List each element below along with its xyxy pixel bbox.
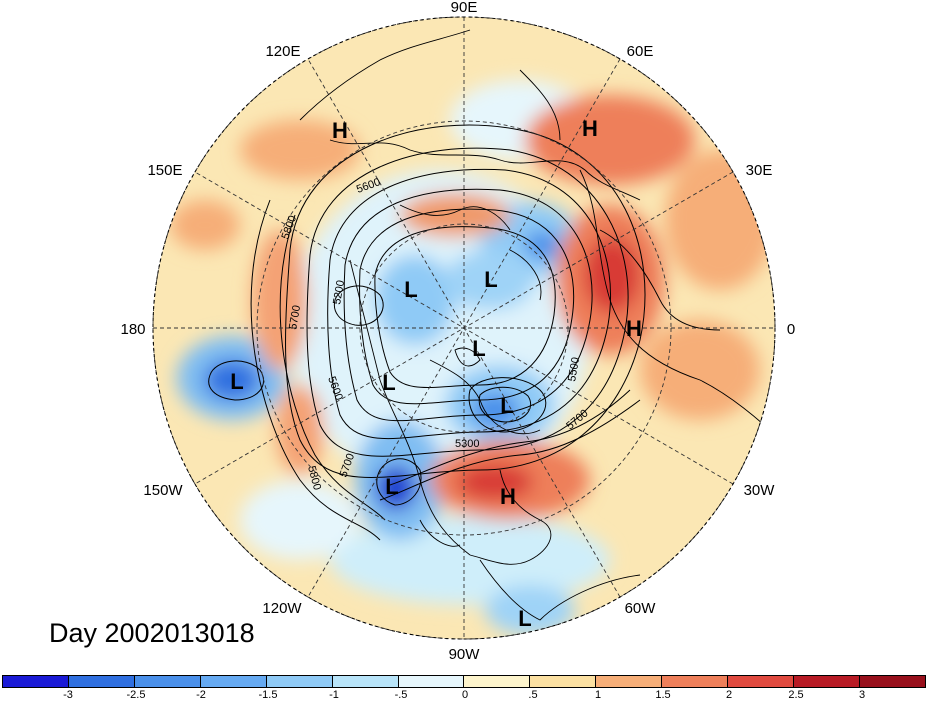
colorbar-box: [3, 676, 69, 687]
low-center-marker: L: [230, 369, 243, 394]
colorbar-tick-label: 2.5: [788, 689, 804, 701]
lon-label: 150W: [143, 482, 183, 499]
height-contours: [208, 124, 646, 541]
high-center-marker: H: [582, 116, 598, 141]
lon-label: 90W: [449, 646, 481, 663]
colorbar-ticks: -3 -2.5 -2 -1.5 -1 -.5 0 .5 1 1.5 2 2.5 …: [0, 689, 928, 702]
colorbar-tick-label: -2: [196, 689, 206, 701]
colorbar-tick-label: 1.5: [655, 689, 671, 701]
lon-label: 180: [120, 321, 145, 338]
colorbar-tick-label: .5: [528, 689, 538, 701]
colorbar-tick-label: 0: [461, 689, 469, 701]
colorbar-box: [794, 676, 860, 687]
colorbar-boxes: [2, 675, 926, 688]
colorbar-box: [266, 676, 333, 687]
colorbar-box: [728, 676, 795, 687]
lon-label: 60W: [625, 600, 657, 617]
low-center-marker: L: [385, 474, 398, 499]
day-title: Day 2002013018: [49, 618, 255, 648]
high-center-marker: H: [332, 118, 348, 143]
colorbar: -3 -2.5 -2 -1.5 -1 -.5 0 .5 1 1.5 2 2.5 …: [0, 675, 928, 702]
lon-label: 30E: [746, 162, 773, 179]
colorbar-tick-label: -1: [329, 689, 339, 701]
colorbar-box: [530, 676, 597, 687]
colorbar-box: [68, 676, 135, 687]
longitude-labels: 90E 60E 30E 0 30W 60W 90W 120W 150W 180 …: [120, 0, 795, 663]
low-center-marker: L: [382, 370, 395, 395]
low-center-marker: L: [500, 393, 513, 418]
colorbar-box: [134, 676, 201, 687]
lon-label: 90E: [451, 0, 478, 16]
contour-label: 5200: [331, 279, 347, 305]
lon-label: 60E: [627, 43, 654, 60]
contour-label: 5500: [566, 356, 582, 382]
colorbar-box: [859, 676, 925, 687]
colorbar-box: [398, 676, 465, 687]
low-center-marker: L: [404, 277, 417, 302]
colorbar-tick-label: -2.5: [126, 689, 146, 701]
colorbar-tick-label: -.5: [394, 689, 408, 701]
contour-label: 5300: [455, 438, 479, 450]
lon-label: 30W: [744, 482, 776, 499]
lon-label: 0: [787, 321, 795, 338]
high-center-marker: H: [626, 316, 642, 341]
pressure-centers: H H H H L L L L L L L L: [230, 116, 642, 631]
colorbar-tick-label: -1.5: [258, 689, 278, 701]
colorbar-box: [200, 676, 267, 687]
colorbar-box: [596, 676, 663, 687]
low-center-marker: L: [484, 267, 497, 292]
high-center-marker: H: [500, 484, 516, 509]
colorbar-tick-label: 2: [725, 689, 733, 701]
colorbar-box: [332, 676, 399, 687]
colorbar-tick-label: 1: [594, 689, 602, 701]
colorbar-box: [464, 676, 531, 687]
contour-label: 5700: [287, 304, 303, 330]
polar-map: 90E 60E 30E 0 30W 60W 90W 120W 150W 180 …: [120, 0, 795, 663]
low-center-marker: L: [472, 336, 485, 361]
lon-label: 150E: [147, 162, 182, 179]
colorbar-tick-label: 3: [858, 689, 866, 701]
low-center-marker: L: [518, 606, 531, 631]
colorbar-box: [662, 676, 729, 687]
lon-label: 120W: [262, 600, 302, 617]
lon-label: 120E: [265, 43, 300, 60]
colorbar-tick-label: -3: [63, 689, 73, 701]
